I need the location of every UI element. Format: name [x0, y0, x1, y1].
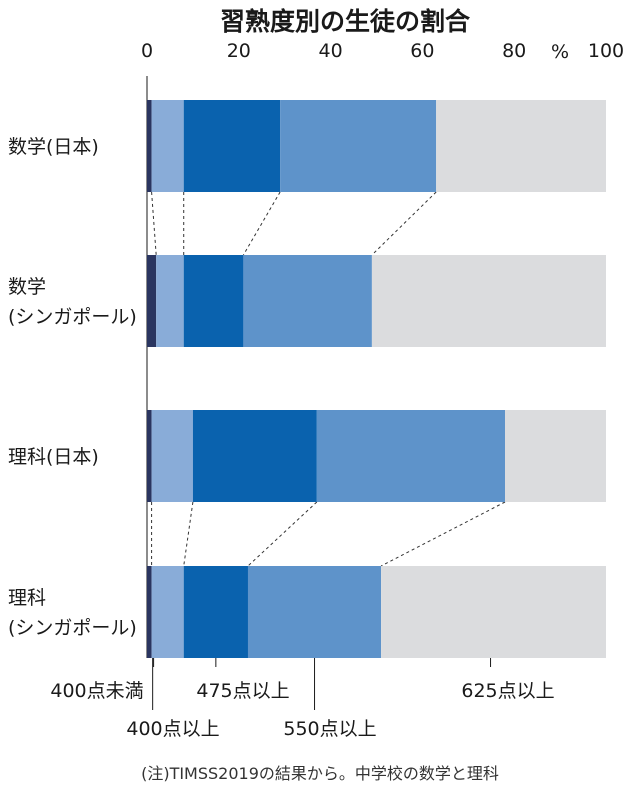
bar-segment-0-0	[147, 100, 152, 192]
bar-segment-0-4	[436, 100, 606, 192]
connector-line-1-2	[247, 501, 318, 567]
bar-segment-0-1	[151, 100, 184, 192]
x-axis-ticks: 0 20 40 60 80 100	[141, 40, 624, 62]
category-labels: 数学(日本) 数学 (シンガポール) 理科(日本) 理科 (シンガポール)	[8, 136, 137, 639]
tick-label-1: 20	[227, 40, 251, 62]
unit-label: %	[551, 41, 569, 63]
tick-label-5: 100	[588, 40, 624, 62]
connector-line-0-2	[242, 191, 281, 256]
bar-segment-2-1	[151, 410, 193, 502]
bar-segment-3-2	[183, 566, 248, 658]
connector-lines	[151, 191, 506, 567]
bar-segment-2-0	[147, 410, 152, 502]
connector-line-0-3	[371, 191, 437, 256]
tick-label-2: 40	[319, 40, 343, 62]
tick-label-3: 60	[410, 40, 434, 62]
chart-title: 習熟度別の生徒の割合	[220, 7, 471, 36]
legend-label-3: 550点以上	[283, 718, 376, 740]
tick-label-0: 0	[141, 40, 153, 62]
bar-segment-1-3	[243, 255, 372, 347]
legend-label-4: 625点以上	[461, 680, 554, 702]
connector-line-1-3	[380, 501, 506, 567]
connector-line-1-1	[183, 501, 194, 567]
source-note: (注)TIMSS2019の結果から。中学校の数学と理科	[141, 764, 499, 783]
tick-label-4: 80	[502, 40, 526, 62]
legend-label-2: 475点以上	[196, 680, 289, 702]
legend-label-1: 400点以上	[126, 718, 219, 740]
connector-line-0-0	[151, 191, 157, 256]
bar-segment-2-4	[505, 410, 606, 502]
bar-segment-1-0	[147, 255, 157, 347]
category-label-0-0: 数学(日本)	[8, 136, 99, 158]
bar-segment-0-2	[183, 100, 281, 192]
bar-segment-1-1	[156, 255, 184, 347]
bar-segment-2-3	[316, 410, 506, 502]
bar-segment-1-4	[371, 255, 606, 347]
bars-group	[147, 100, 606, 658]
bar-segment-1-2	[183, 255, 244, 347]
legend: 400点未満 400点以上 475点以上 550点以上 625点以上	[50, 658, 555, 740]
bar-segment-0-3	[280, 100, 437, 192]
bar-segment-3-3	[247, 566, 382, 658]
category-label-3-0: 理科	[8, 587, 46, 609]
bar-segment-3-4	[381, 566, 606, 658]
legend-label-0: 400点未満	[50, 680, 143, 702]
bar-segment-3-0	[147, 566, 152, 658]
category-label-3-1: (シンガポール)	[8, 617, 137, 639]
category-label-1-0: 数学	[8, 276, 46, 298]
category-label-1-1: (シンガポール)	[8, 306, 137, 328]
bar-segment-2-2	[192, 410, 317, 502]
category-label-2-0: 理科(日本)	[8, 446, 99, 468]
bar-segment-3-1	[151, 566, 184, 658]
